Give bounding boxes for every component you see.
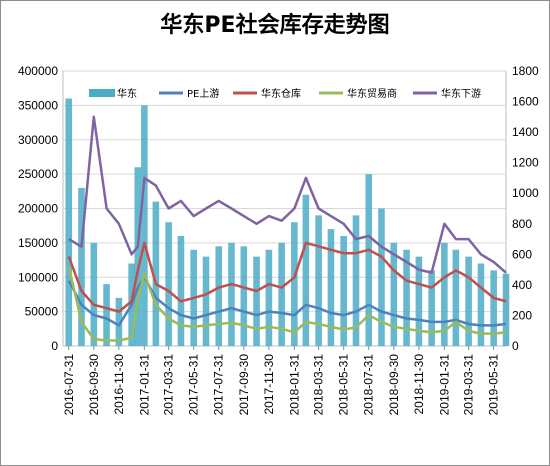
- bar-huadong: [228, 242, 235, 346]
- left-tick-label: 300000: [18, 133, 58, 147]
- chart-title: 华东PE社会库存走势图: [160, 13, 390, 38]
- bar-huadong: [177, 236, 185, 346]
- bar-huadong: [502, 273, 510, 346]
- bar-huadong: [240, 246, 248, 346]
- left-tick-label: 350000: [18, 98, 58, 112]
- bar-huadong: [477, 263, 485, 346]
- right-tick-label: 1600: [512, 95, 539, 109]
- bar-huadong: [215, 246, 223, 346]
- bar-huadong: [78, 187, 85, 346]
- legend-label: 华东下游: [441, 87, 481, 100]
- x-tick-label: 2019-05-31: [487, 354, 501, 416]
- bar-huadong: [378, 208, 385, 346]
- bar-huadong: [134, 167, 142, 346]
- x-tick-label: 2018-07-31: [362, 354, 376, 416]
- series-line-华东仓库: [67, 241, 507, 313]
- bar-huadong: [291, 222, 298, 346]
- bar-huadong: [302, 194, 310, 346]
- legend-label: PE上游: [187, 87, 219, 100]
- bar-huadong: [90, 242, 98, 346]
- series-line-华东贸易商: [67, 266, 507, 342]
- x-tick-label: 2016-09-30: [87, 354, 101, 416]
- x-tick-label: 2019-01-31: [437, 354, 451, 416]
- left-tick-label: 150000: [18, 236, 58, 250]
- bar-huadong: [365, 174, 373, 346]
- bar-huadong: [165, 222, 172, 346]
- x-tick-label: 2016-11-30: [112, 354, 126, 415]
- bar-huadong: [352, 215, 360, 346]
- bar-huadong: [152, 201, 160, 346]
- bar-huadong: [65, 98, 73, 346]
- series-line-PE上游: [67, 276, 507, 327]
- right-tick-label: 1800: [512, 64, 539, 78]
- x-tick-label: 2017-03-31: [162, 354, 176, 416]
- bar-huadong: [340, 236, 347, 346]
- bar-huadong: [115, 297, 123, 346]
- bar-huadong: [452, 249, 460, 346]
- x-tick-label: 2017-11-30: [262, 354, 276, 415]
- x-tick-label: 2019-03-31: [462, 354, 476, 416]
- right-tick-label: 1400: [512, 125, 539, 139]
- x-tick-label: 2016-07-31: [62, 354, 76, 416]
- bar-huadong: [315, 215, 322, 346]
- bar-huadong: [327, 229, 335, 346]
- bar-huadong: [202, 256, 210, 346]
- bar-huadong: [278, 242, 285, 346]
- right-tick-label: 200: [512, 308, 532, 322]
- right-tick-label: 0: [512, 339, 519, 353]
- bar-huadong: [265, 249, 273, 346]
- bar-huadong: [403, 249, 410, 346]
- x-tick-label: 2018-03-31: [312, 354, 326, 416]
- right-tick-label: 800: [512, 217, 532, 231]
- right-tick-label: 1200: [512, 156, 539, 170]
- bar-huadong: [465, 256, 472, 346]
- left-tick-label: 200000: [18, 202, 58, 216]
- x-tick-label: 2018-01-31: [287, 354, 301, 416]
- legend-label: 华东仓库: [261, 87, 301, 100]
- x-tick-label: 2017-01-31: [137, 354, 151, 416]
- legend-label: 华东: [117, 87, 137, 100]
- x-tick-label: 2017-09-30: [237, 354, 251, 416]
- series-line-华东下游: [68, 115, 507, 274]
- bar-huadong: [490, 270, 497, 346]
- bar-huadong: [441, 242, 448, 346]
- bar-huadong: [428, 270, 435, 346]
- bar-huadong: [103, 284, 110, 346]
- left-tick-label: 250000: [18, 167, 58, 181]
- bar-huadong: [253, 256, 260, 346]
- legend-swatch: [89, 89, 115, 97]
- left-tick-label: 100000: [18, 270, 58, 284]
- x-tick-label: 2018-05-31: [337, 354, 351, 416]
- left-tick-label: 400000: [18, 64, 58, 78]
- legend-label: 华东贸易商: [347, 87, 397, 100]
- bar-huadong: [390, 242, 398, 346]
- bar-huadong: [141, 105, 148, 346]
- left-tick-label: 0: [51, 339, 58, 353]
- right-tick-label: 600: [512, 247, 532, 261]
- x-tick-label: 2018-11-30: [412, 354, 426, 415]
- x-tick-label: 2017-05-31: [187, 354, 201, 416]
- right-tick-label: 400: [512, 278, 532, 292]
- x-tick-label: 2018-09-30: [387, 354, 401, 416]
- bar-huadong: [415, 256, 423, 346]
- x-tick-label: 2017-07-31: [212, 354, 226, 416]
- left-tick-label: 50000: [25, 305, 59, 319]
- right-tick-label: 1000: [512, 186, 539, 200]
